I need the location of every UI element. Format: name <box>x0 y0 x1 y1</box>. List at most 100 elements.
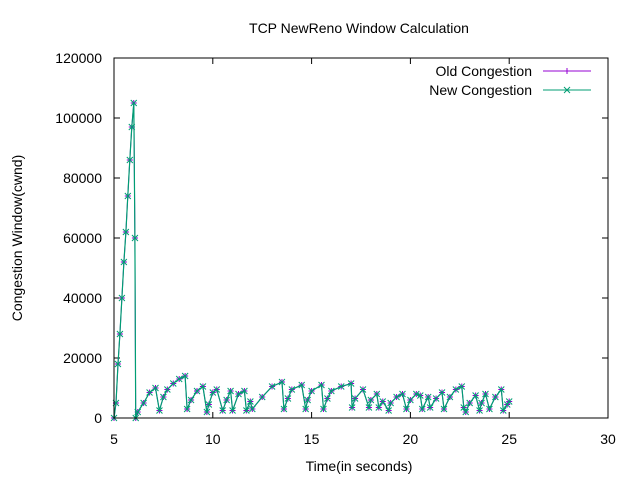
legend-marker <box>563 86 571 94</box>
data-point <box>284 395 292 402</box>
data-point <box>128 123 136 131</box>
data-point <box>337 383 345 390</box>
legend-label: Old Congestion <box>435 63 532 79</box>
x-tick-label: 10 <box>205 431 221 447</box>
data-point <box>385 407 393 414</box>
data-point <box>116 330 124 338</box>
x-tick-label: 20 <box>403 431 419 447</box>
data-point <box>393 393 400 401</box>
data-point <box>227 387 234 395</box>
data-point <box>476 407 483 414</box>
data-point <box>424 393 432 401</box>
data-point <box>248 405 256 413</box>
y-tick-label: 20000 <box>63 350 102 366</box>
data-point <box>169 380 177 387</box>
data-point <box>304 396 312 404</box>
data-point <box>193 387 201 395</box>
data-point <box>387 399 394 407</box>
data-point <box>134 408 142 416</box>
x-tick-label: 30 <box>600 431 616 447</box>
data-point <box>235 390 242 398</box>
data-point <box>258 393 266 401</box>
data-point <box>298 381 306 389</box>
data-point <box>187 396 195 404</box>
data-point <box>505 398 513 405</box>
data-point <box>131 234 139 242</box>
data-point <box>318 381 325 389</box>
data-point <box>229 407 236 414</box>
data-point <box>118 294 126 302</box>
data-point <box>438 389 446 396</box>
data-point <box>241 387 248 395</box>
data-point <box>152 384 159 392</box>
series-new-congestion <box>110 99 513 422</box>
data-point <box>432 395 440 402</box>
y-tick-label: 80000 <box>63 170 102 186</box>
data-point <box>492 393 499 401</box>
data-point <box>278 378 286 386</box>
data-point <box>373 390 381 398</box>
y-tick-label: 100000 <box>55 110 102 126</box>
data-point <box>246 398 254 405</box>
data-point <box>418 405 426 413</box>
data-point <box>213 386 221 393</box>
data-point <box>163 386 171 393</box>
data-point <box>280 405 288 413</box>
data-point <box>365 404 373 411</box>
data-point <box>375 404 383 411</box>
x-tick-label: 5 <box>110 431 118 447</box>
data-point <box>160 393 167 401</box>
data-point <box>223 396 230 404</box>
data-point <box>324 395 331 402</box>
data-point <box>122 228 130 236</box>
data-point <box>156 407 163 414</box>
data-point <box>219 407 227 414</box>
data-point <box>199 383 207 390</box>
data-point <box>205 401 213 408</box>
data-point <box>497 386 505 393</box>
data-point <box>114 360 122 368</box>
data-point <box>203 408 211 416</box>
data-point <box>462 408 470 416</box>
data-point <box>209 389 217 396</box>
data-point <box>440 405 448 413</box>
data-point <box>472 392 479 399</box>
data-point <box>458 383 466 390</box>
data-point <box>243 407 250 414</box>
data-point <box>302 405 310 413</box>
legend: Old Congestion New Congestion <box>429 63 591 98</box>
data-point <box>308 387 315 395</box>
data-point <box>140 399 147 407</box>
data-point <box>328 387 335 395</box>
data-point <box>347 380 355 387</box>
data-point <box>181 372 189 380</box>
data-point <box>452 386 460 393</box>
data-point <box>412 390 420 398</box>
x-tick-label: 15 <box>304 431 320 447</box>
data-point <box>460 404 468 411</box>
data-point <box>482 390 489 398</box>
data-point <box>399 390 406 398</box>
y-axis-label: Congestion Window(cwnd) <box>9 155 25 322</box>
data-point <box>348 404 356 411</box>
data-point <box>130 99 138 107</box>
data-point <box>320 405 327 413</box>
data-point <box>367 396 375 404</box>
data-point <box>120 258 128 266</box>
data-point <box>126 156 134 164</box>
plot-frame <box>113 57 609 419</box>
data-point <box>466 399 474 407</box>
legend-marker <box>564 68 570 74</box>
data-point <box>183 405 191 413</box>
data-point <box>407 396 414 404</box>
data-point <box>124 192 132 200</box>
series-layer <box>110 99 513 422</box>
chart-title: TCP NewReno Window Calculation <box>249 20 469 36</box>
data-point <box>486 405 493 413</box>
legend-label: New Congestion <box>429 82 532 98</box>
y-tick-label: 60000 <box>63 230 102 246</box>
data-point <box>175 375 183 383</box>
data-point <box>499 407 507 414</box>
data-point <box>268 383 276 390</box>
